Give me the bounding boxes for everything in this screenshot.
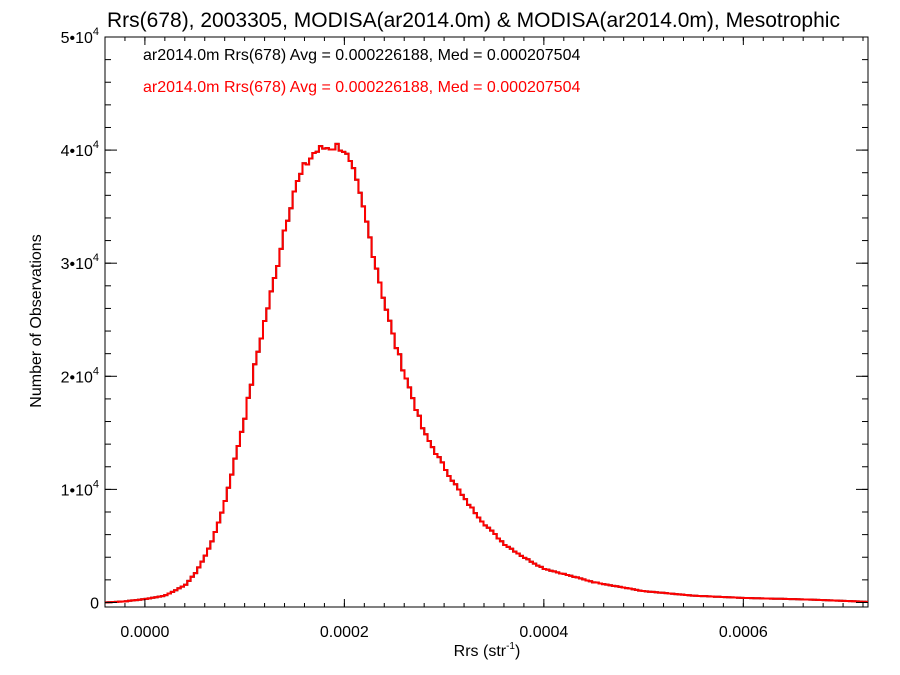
- legend-entry-1: ar2014.0m Rrs(678) Avg = 0.000226188, Me…: [143, 47, 580, 64]
- histogram-series-2: [105, 142, 868, 604]
- y-tick-label: 2•104: [61, 365, 99, 386]
- y-tick-label: 3•104: [61, 252, 99, 273]
- y-axis-label: Number of Observations: [28, 234, 45, 407]
- x-axis-label: Rrs (str-1): [454, 641, 521, 660]
- x-axis-label-main: Rrs (str: [454, 643, 507, 660]
- x-axis-label-exponent: -1: [506, 641, 515, 652]
- legend-entry-2: ar2014.0m Rrs(678) Avg = 0.000226188, Me…: [143, 79, 580, 96]
- plot-frame: [104, 36, 869, 608]
- x-tick-label: 0.0006: [719, 624, 768, 641]
- y-tick-label-base: 5•10: [61, 30, 93, 47]
- y-tick-label-exponent: 4: [93, 365, 99, 377]
- y-tick-label-base: 1•10: [61, 482, 93, 499]
- x-tick-label: 0.0002: [320, 624, 369, 641]
- series-layer: [105, 142, 868, 604]
- y-tick-label-exponent: 4: [93, 478, 99, 490]
- chart-title: Rrs(678), 2003305, MODISA(ar2014.0m) & M…: [107, 9, 840, 32]
- x-axis-ticks: 0.0000 0.0002 0.0004 0.0006: [104, 37, 864, 641]
- y-tick-label-base: 3•10: [61, 256, 93, 273]
- y-tick-label: 0: [90, 595, 99, 612]
- y-tick-label-exponent: 4: [93, 139, 99, 151]
- y-tick-label: 4•104: [61, 139, 99, 160]
- y-tick-label: 5•104: [61, 26, 99, 47]
- histogram-series-1: [105, 142, 868, 604]
- x-tick-label: 0.0000: [120, 624, 169, 641]
- y-tick-label-base: 0: [90, 595, 99, 612]
- x-tick-label: 0.0004: [519, 624, 568, 641]
- y-tick-label: 1•104: [61, 478, 99, 499]
- y-tick-label-exponent: 4: [93, 26, 99, 38]
- y-tick-label-base: 2•10: [61, 369, 93, 386]
- y-tick-label-base: 4•10: [61, 143, 93, 160]
- y-tick-label-exponent: 4: [93, 252, 99, 264]
- legend: ar2014.0m Rrs(678) Avg = 0.000226188, Me…: [143, 47, 580, 96]
- plot-area: [104, 36, 869, 608]
- x-axis-label-suffix: ): [515, 643, 520, 660]
